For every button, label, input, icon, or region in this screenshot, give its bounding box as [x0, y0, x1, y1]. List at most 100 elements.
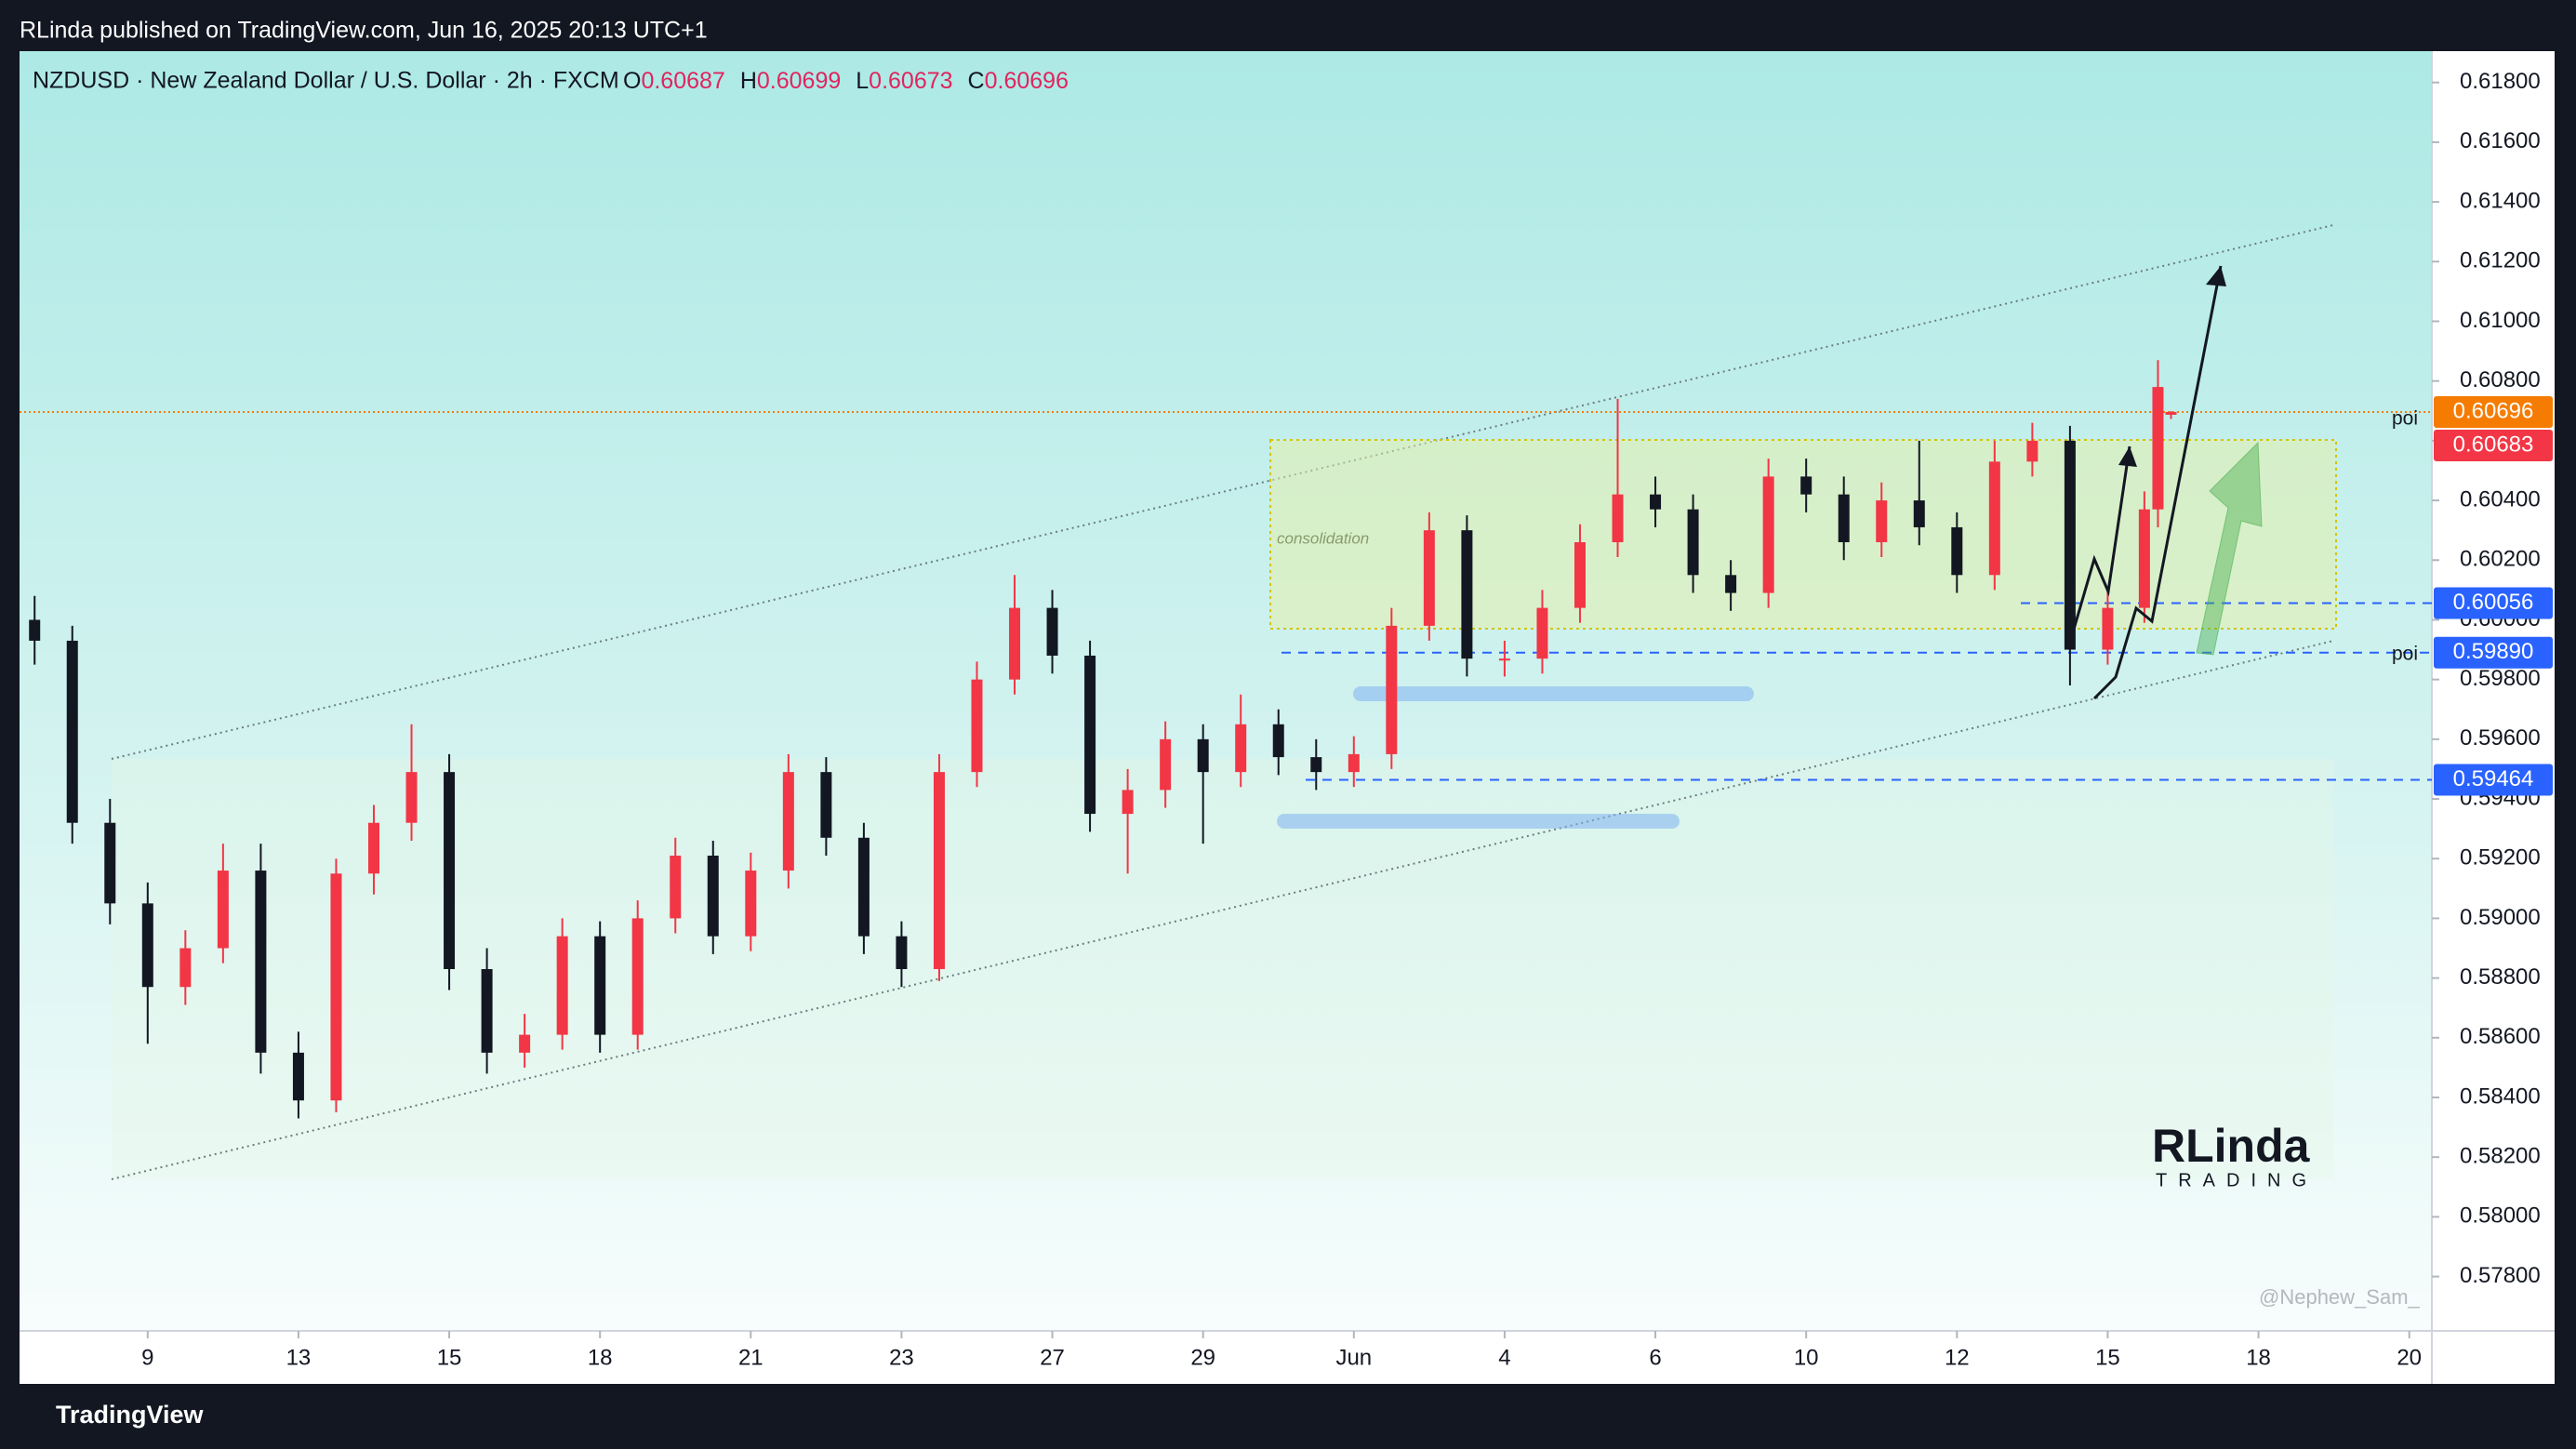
y-tick-label: 0.60200 — [2460, 547, 2541, 572]
candle-body — [1573, 541, 1586, 608]
ohlc-key: C — [968, 68, 985, 94]
candle-body — [1536, 607, 1548, 659]
logo-sub: TRADING — [2156, 1170, 2317, 1190]
consolidation-box — [1269, 439, 2337, 630]
y-tick-label: 0.61200 — [2460, 248, 2541, 273]
price-tag — [2434, 396, 2553, 429]
y-tick-label: 0.60800 — [2460, 367, 2541, 392]
candle-body — [1122, 790, 1134, 815]
candle-body — [1762, 476, 1774, 593]
logo: RLinda — [2152, 1120, 2311, 1172]
candle-body — [857, 837, 870, 937]
candle-body — [1272, 724, 1284, 758]
price-tag-label: 0.60696 — [2453, 398, 2534, 423]
candle-body — [66, 640, 78, 823]
price-tag-label: 0.59464 — [2453, 766, 2534, 791]
price-tag — [2434, 587, 2553, 619]
candle-body — [1951, 526, 1963, 576]
x-tick-label: 18 — [2246, 1345, 2271, 1370]
y-tick-label: 0.61400 — [2460, 188, 2541, 213]
annotation: poi — [2392, 408, 2418, 430]
candle-body — [1310, 757, 1322, 773]
candle-body — [1197, 738, 1209, 773]
candle-body — [670, 856, 682, 919]
candle-body — [1009, 607, 1021, 680]
candle-body — [933, 772, 945, 969]
price-tag — [2434, 636, 2553, 669]
ohlc-key: L — [856, 68, 869, 94]
y-tick-label: 0.61800 — [2460, 69, 2541, 94]
y-tick-label: 0.58200 — [2460, 1144, 2541, 1169]
candle-body — [179, 948, 192, 988]
candle-body — [1913, 500, 1925, 527]
x-tick-label: 12 — [1945, 1345, 1970, 1370]
projection-arrow — [2092, 265, 2223, 700]
x-tick-label: 9 — [141, 1345, 153, 1370]
candle-body — [2102, 607, 2114, 650]
candle-body — [1498, 658, 1510, 661]
candle-body — [1612, 494, 1624, 542]
price-tag-label: 0.60056 — [2453, 590, 2534, 615]
arrow-head — [2206, 266, 2226, 286]
arrow-head — [2118, 446, 2137, 467]
x-tick-label: 29 — [1190, 1345, 1215, 1370]
candle-body — [631, 918, 644, 1035]
watermark: @Nephew_Sam_ — [2259, 1285, 2421, 1309]
candle-body — [1650, 494, 1662, 510]
candle-body — [1876, 500, 1888, 542]
y-tick-label: 0.58600 — [2460, 1024, 2541, 1049]
y-tick-label: 0.58800 — [2460, 964, 2541, 990]
ohlc-readout: O0.60687 H0.60699 L0.60673 C0.60696 — [623, 68, 1069, 94]
ohlc-value: 0.60696 — [985, 68, 1069, 94]
channel-lower — [111, 640, 2334, 1180]
y-tick-label: 0.57800 — [2460, 1263, 2541, 1288]
marks: 0.61800 0.61600 0.61400 0.61200 0.61000 0.608… — [20, 69, 2553, 1370]
price-axis — [2432, 51, 2555, 1384]
bullish-arrow — [2196, 441, 2263, 656]
x-tick-label: 13 — [286, 1345, 312, 1370]
y-tick-label: 0.59200 — [2460, 845, 2541, 871]
y-tick-label: 0.59600 — [2460, 725, 2541, 751]
candle-body — [820, 772, 832, 838]
candle-body — [2152, 387, 2164, 510]
price-tag-label: 0.60683 — [2453, 432, 2534, 457]
candle-body — [2138, 509, 2150, 608]
candle-body — [2064, 440, 2076, 650]
ohlc-key: H — [740, 68, 757, 94]
ohlc-value: 0.60699 — [757, 68, 841, 94]
candle-body — [896, 936, 908, 969]
candle-body — [1160, 738, 1172, 791]
x-tick-label: 6 — [1649, 1345, 1661, 1370]
candle-body — [1838, 494, 1850, 542]
candle-body — [1687, 509, 1699, 576]
candle-body — [782, 772, 794, 871]
candle-body — [1348, 753, 1360, 773]
candle-body — [1235, 724, 1247, 773]
candle-body — [405, 772, 418, 823]
candle-body — [1386, 625, 1398, 754]
x-tick-label: 23 — [889, 1345, 914, 1370]
candle-body — [367, 822, 379, 874]
y-tick-label: 0.59800 — [2460, 666, 2541, 691]
time-axis — [20, 1331, 2432, 1384]
plot-area — [20, 51, 2432, 1331]
candle-body — [1800, 476, 1812, 495]
x-tick-label: Jun — [1335, 1345, 1372, 1370]
y-tick-label: 0.59000 — [2460, 905, 2541, 930]
candle-body — [2165, 412, 2177, 415]
price-tag — [2434, 430, 2553, 462]
candle-body — [1461, 530, 1473, 659]
x-tick-label: 15 — [2095, 1345, 2120, 1370]
y-tick-label: 0.58000 — [2460, 1203, 2541, 1229]
chart-title: NZDUSD · New Zealand Dollar / U.S. Dolla… — [33, 68, 619, 94]
annotation: poi — [2392, 643, 2418, 664]
channel-upper — [111, 224, 2334, 760]
candle-body — [481, 968, 493, 1053]
candle-body — [1988, 461, 2000, 576]
projection-arrow — [2071, 445, 2131, 633]
y-tick-label: 0.58400 — [2460, 1083, 2541, 1109]
candle-body — [292, 1052, 304, 1101]
candle-body — [217, 871, 229, 949]
